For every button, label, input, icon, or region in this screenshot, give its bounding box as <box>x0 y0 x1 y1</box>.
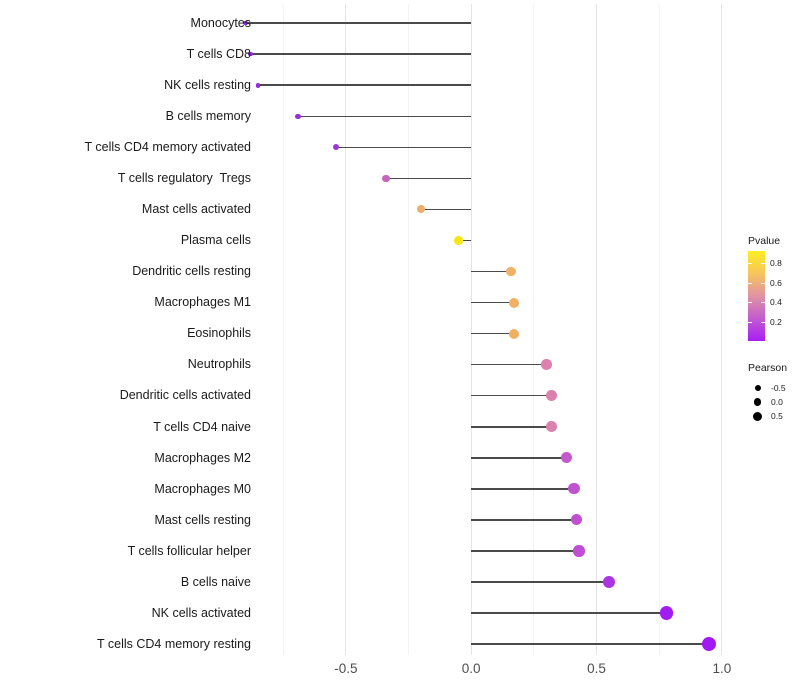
lollipop-dot <box>332 144 339 151</box>
category-label: Eosinophils <box>187 326 251 341</box>
lollipop-stem <box>335 146 472 149</box>
pvalue-tick-label: 0.2 <box>770 316 782 327</box>
lollipop-stem <box>258 84 472 87</box>
lollipop-dot <box>508 328 519 339</box>
lollipop-dot <box>248 51 253 57</box>
lollipop-stem <box>471 332 514 335</box>
lollipop-stem <box>471 550 579 552</box>
category-label: Neutrophils <box>187 357 251 372</box>
lollipop-dot <box>660 606 674 620</box>
lollipop-dot <box>541 359 552 370</box>
grid-major-line <box>721 4 723 655</box>
category-label: T cells CD4 memory activated <box>84 140 252 155</box>
pvalue-legend-title: Pvalue <box>748 235 781 247</box>
pvalue-tick-label: 0.4 <box>770 297 782 308</box>
lollipop-dot <box>454 236 464 245</box>
lollipop-stem <box>471 425 552 428</box>
x-tick-label: 0.0 <box>461 661 481 676</box>
lollipop-stem <box>471 363 547 366</box>
grid-major-line <box>470 4 472 655</box>
x-tick-label: 0.5 <box>587 661 606 676</box>
category-label: T cells regulatory Tregs <box>117 171 251 186</box>
lollipop-dot <box>603 575 616 588</box>
category-label: Macrophages M1 <box>154 295 251 310</box>
pvalue-tick-mark <box>761 321 765 323</box>
lollipop-stem <box>471 519 577 521</box>
grid-major-line <box>345 4 347 655</box>
lollipop-stem <box>471 270 512 273</box>
lollipop-stem <box>471 581 610 583</box>
category-label: B cells memory <box>165 109 251 124</box>
pvalue-tick-mark <box>748 282 752 284</box>
category-label: T cells follicular helper <box>127 543 251 558</box>
lollipop-stem <box>245 22 472 24</box>
pvalue-tick-mark <box>761 263 765 264</box>
lollipop-dot <box>546 390 557 402</box>
x-tick-label: -0.5 <box>334 661 358 676</box>
category-label: NK cells activated <box>151 605 251 620</box>
category-label: Dendritic cells resting <box>132 264 251 279</box>
category-label: NK cells resting <box>164 78 251 93</box>
lollipop-stem <box>471 643 710 645</box>
lollipop-dot <box>417 205 426 214</box>
lollipop-dot <box>295 113 301 120</box>
pearson-tick-label: 0.5 <box>771 411 783 422</box>
pvalue-tick-mark <box>748 263 752 264</box>
lollipop-dot <box>255 82 261 88</box>
category-label: T cells CD4 memory resting <box>97 636 251 651</box>
lollipop-stem <box>471 301 514 304</box>
pearson-legend-title: Pearson <box>748 362 788 374</box>
pvalue-gradient-bar <box>748 251 765 341</box>
category-label: Mast cells activated <box>141 202 251 217</box>
category-label: Mast cells resting <box>154 512 251 527</box>
category-label: Dendritic cells activated <box>119 388 251 403</box>
category-label: T cells CD8 <box>186 47 251 62</box>
lollipop-stem <box>471 612 667 614</box>
grid-minor-line <box>282 4 284 655</box>
grid-minor-line <box>408 4 410 655</box>
lollipop-stem <box>421 208 472 211</box>
category-label: Plasma cells <box>180 233 251 248</box>
pearson-legend-dot <box>752 411 763 421</box>
lollipop-dot <box>560 452 572 464</box>
category-label: Macrophages M2 <box>154 450 251 465</box>
grid-minor-line <box>533 4 535 655</box>
lollipop-stem <box>458 239 472 242</box>
pvalue-tick-mark <box>761 302 765 304</box>
lollipop-stem <box>298 115 472 118</box>
lollipop-dot <box>508 297 519 308</box>
lollipop-stem <box>385 177 472 180</box>
category-label: T cells CD4 naive <box>153 419 251 434</box>
category-label: B cells naive <box>180 574 251 589</box>
lollipop-dot <box>546 421 557 433</box>
pvalue-tick-label: 0.6 <box>770 277 782 288</box>
pvalue-tick-label: 0.8 <box>770 258 782 268</box>
pearson-legend-dot <box>754 384 761 391</box>
grid-minor-line <box>658 4 660 655</box>
lollipop-dot <box>570 514 583 526</box>
pearson-tick-label: -0.5 <box>771 382 786 393</box>
pvalue-tick-mark <box>748 302 752 304</box>
pearson-legend-dot <box>753 398 762 406</box>
lollipop-dot <box>702 637 717 651</box>
lollipop-stem <box>471 394 552 397</box>
lollipop-dot <box>382 174 390 183</box>
pearson-tick-label: 0.0 <box>771 396 783 407</box>
lollipop-dot <box>506 266 517 277</box>
lollipop-dot <box>243 21 248 26</box>
pvalue-tick-mark <box>748 321 752 323</box>
lollipop-stem <box>471 488 574 490</box>
category-label: Monocytes <box>190 16 251 30</box>
category-label: Macrophages M0 <box>154 481 251 496</box>
grid-major-line <box>596 4 598 655</box>
lollipop-stem <box>250 53 472 56</box>
lollipop-stem <box>471 456 567 459</box>
lollipop-dot <box>568 483 580 495</box>
lollipop-dot <box>573 545 585 557</box>
x-tick-label: 1.0 <box>712 661 732 676</box>
pvalue-tick-mark <box>761 282 765 284</box>
